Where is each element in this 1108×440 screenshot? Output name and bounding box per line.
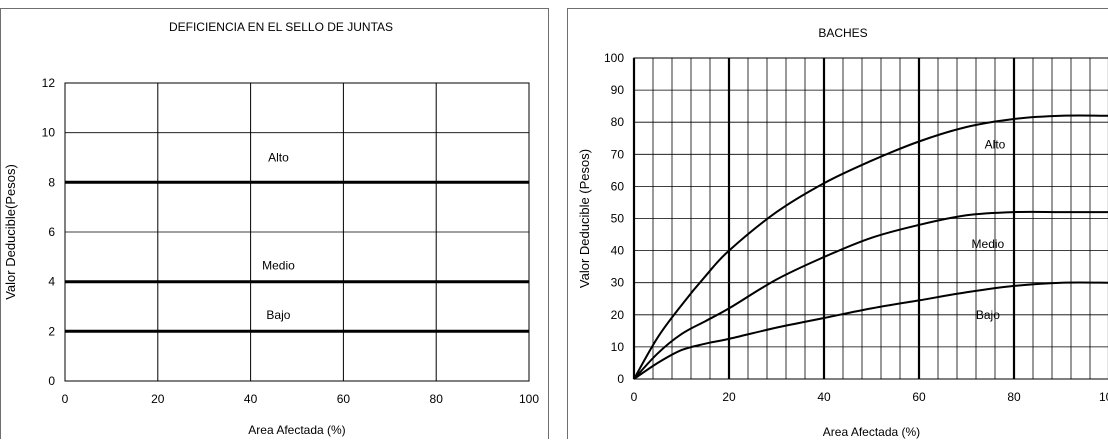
chart-title: DEFICIENCIA EN EL SELLO DE JUNTAS [169, 20, 393, 34]
plot-frame [633, 57, 1108, 380]
y-tick-label: 30 [611, 276, 625, 290]
series-label-alto: Alto [268, 151, 289, 165]
y-tick-label: 12 [42, 76, 56, 90]
y-tick-label: 70 [611, 147, 625, 161]
y-axis-label: Valor Deducible (Pesos) [577, 149, 592, 288]
series-line-alto [633, 114, 1108, 380]
y-axis-label: Valor Deducible(Pesos) [3, 164, 18, 300]
y-tick-label: 60 [611, 179, 625, 193]
y-tick-label: 50 [611, 212, 625, 226]
x-tick-label: 40 [817, 390, 831, 404]
series-line-medio [633, 210, 1108, 380]
y-tick-label: 10 [42, 126, 56, 140]
chart-title: BACHES [818, 26, 867, 40]
y-tick-label: 0 [617, 372, 624, 386]
series-label-bajo: Bajo [976, 308, 1000, 322]
x-tick-label: 0 [62, 392, 69, 406]
series-label-alto: Alto [985, 138, 1006, 152]
chart-baches-svg: 0 20 40 60 80 100 0 10 20 30 40 50 60 70 80 90 100 BACHES… [577, 26, 1108, 439]
y-tick-label: 10 [611, 340, 625, 354]
y-tick-label: 100 [604, 51, 624, 65]
chart-sello-juntas-svg: 0 20 40 60 80 100 0 2 4 6 8 10 12 DEFICIENCIA EN EL S… [3, 20, 539, 437]
series-label-bajo: Bajo [266, 308, 290, 322]
x-axis-label: Area Afectada (%) [823, 425, 920, 439]
x-tick-label: 40 [244, 392, 258, 406]
y-tick-label: 8 [48, 175, 55, 189]
x-tick-label: 100 [519, 392, 539, 406]
chart-panel-sello-juntas: 0 20 40 60 80 100 0 2 4 6 8 10 12 DEFICIENCIA EN EL S… [0, 8, 549, 439]
x-tick-label: 60 [912, 390, 926, 404]
x-tick-label: 20 [151, 392, 165, 406]
x-tick-label: 60 [337, 392, 351, 406]
x-tick-label: 80 [430, 392, 444, 406]
y-tick-label: 40 [611, 244, 625, 258]
y-tick-label: 0 [48, 374, 55, 388]
x-tick-label: 100 [1099, 390, 1108, 404]
chart-panel-baches: 0 20 40 60 80 100 0 10 20 30 40 50 60 70 80 90 100 BACHES… [567, 8, 1108, 439]
y-tick-label: 2 [48, 324, 55, 338]
series-line-bajo [633, 281, 1108, 380]
series-label-medio: Medio [262, 259, 295, 273]
x-tick-label: 20 [722, 390, 736, 404]
plot-frame [64, 82, 530, 382]
y-tick-label: 6 [48, 225, 55, 239]
y-tick-label: 80 [611, 115, 625, 129]
x-axis-label: Area Afectada (%) [248, 423, 345, 437]
y-tick-label: 20 [611, 308, 625, 322]
series-label-medio: Medio [972, 237, 1005, 251]
y-tick-label: 90 [611, 83, 625, 97]
x-tick-label: 80 [1007, 390, 1021, 404]
y-tick-label: 4 [48, 275, 55, 289]
x-tick-label: 0 [631, 390, 638, 404]
